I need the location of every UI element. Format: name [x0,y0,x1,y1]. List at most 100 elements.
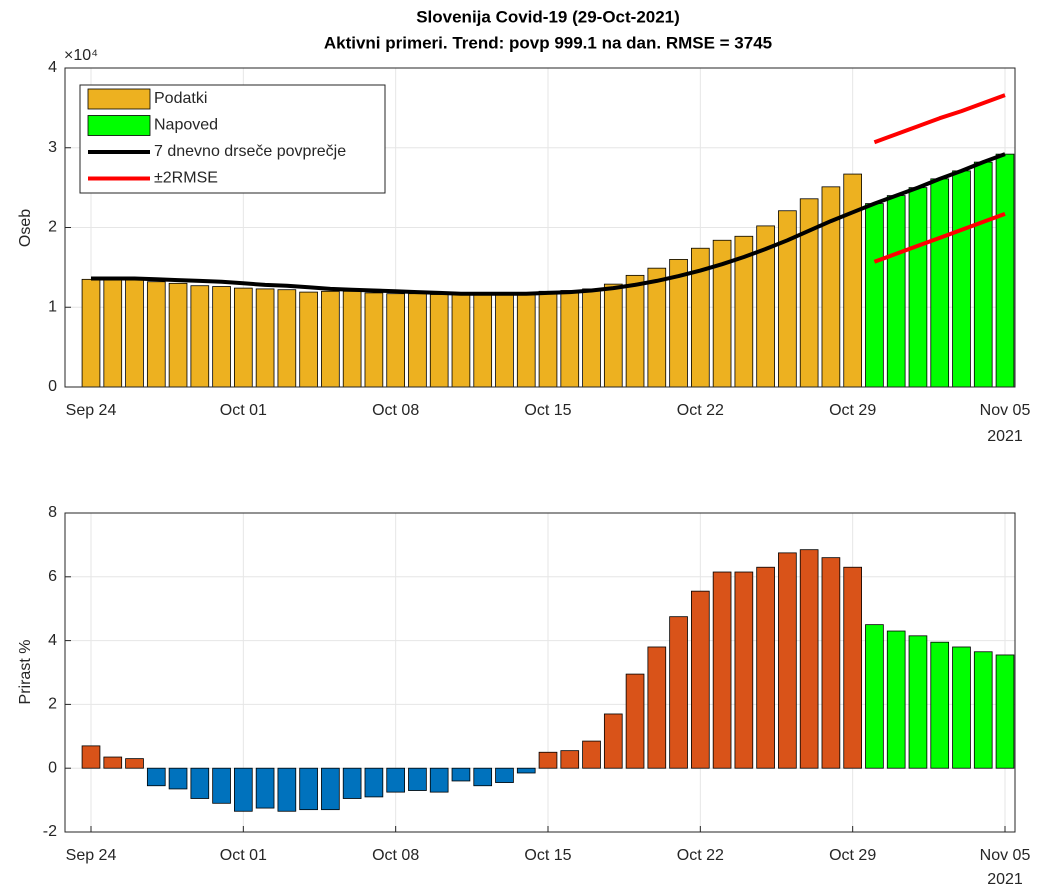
bar [299,291,318,388]
bar [886,630,906,769]
bar [81,278,101,388]
bar [168,282,188,388]
bar [691,590,710,769]
x-tick-label: Oct 15 [524,402,571,419]
bar [778,552,797,769]
legend-swatch [87,88,151,110]
axes-frame [64,512,1016,833]
bar [321,767,340,811]
bar [516,293,536,388]
bar [408,767,427,791]
line [873,212,1006,264]
bar [603,713,623,769]
bar [625,673,645,769]
y-tick-label: 2 [48,219,57,236]
bar [473,767,493,787]
y-tick-label: 4 [48,59,57,76]
bar [734,571,754,769]
bar [386,293,405,388]
bar [255,767,275,809]
bar [603,283,623,388]
bar [995,153,1015,388]
bar [342,290,362,388]
bar [908,187,928,388]
bar [930,178,950,388]
bar [364,767,384,798]
y-tick-label: -2 [43,823,57,840]
bar [995,654,1015,769]
bar [865,203,884,388]
bar [560,290,580,388]
x-tick-label: Nov 05 [980,847,1031,864]
bar [364,292,384,388]
x-tick-label: Oct 01 [220,402,267,419]
bar [495,767,514,783]
bar [799,549,819,769]
x-tick-label: Oct 22 [677,402,724,419]
bar [125,758,144,769]
x-tick-label: Oct 29 [829,402,876,419]
bar [212,767,231,804]
bar [930,641,950,769]
bar [495,294,514,388]
legend-label: Podatki [154,90,207,107]
chart-subtitle: Aktivni primeri. Trend: povp 999.1 na da… [324,33,772,52]
y-tick-label: 0 [48,378,57,395]
bar [538,290,558,388]
bar [146,767,166,787]
bar [255,288,275,388]
bar [429,294,449,388]
bar [408,293,427,388]
bar [712,571,732,769]
line [91,152,1006,296]
bar [756,566,775,769]
bar [908,635,928,769]
y-tick-label: 3 [48,139,57,156]
x-tick-label: Nov 05 [980,402,1031,419]
y-tick-label: 6 [48,568,57,585]
bar [103,278,123,388]
legend-swatch [87,115,151,136]
bar [952,646,971,769]
bar [669,616,688,769]
bar [190,767,210,799]
bar [647,267,667,388]
legend-label: ±2RMSE [154,170,218,187]
bar [952,170,971,388]
bar [625,274,645,388]
y-axis-label: Oseb [17,209,34,247]
y-tick-label: 2 [48,696,57,713]
bar [538,751,558,769]
bar [342,767,362,799]
bar [451,294,471,388]
bar [299,767,318,811]
y-exponent: ×10⁴ [64,47,98,64]
bar [973,161,993,388]
line [873,93,1006,145]
x-tick-label: Oct 08 [372,847,419,864]
bar [560,750,580,769]
bar [81,745,101,769]
bar [168,767,188,790]
bar [125,278,144,388]
x-tick-label: Oct 22 [677,847,724,864]
bar [843,566,862,769]
x-tick-label: Oct 15 [524,847,571,864]
chart-title: Slovenija Covid-19 (29-Oct-2021) [416,7,680,26]
bar [582,740,601,769]
y-tick-label: 8 [48,504,57,521]
x-year-label: 2021 [987,428,1023,445]
bar [865,624,884,769]
bar [103,756,123,769]
x-tick-label: Oct 29 [829,847,876,864]
legend-label: Napoved [154,117,218,134]
axes-frame [64,67,1016,388]
bar [516,767,536,774]
bar [234,767,253,812]
bar [473,294,493,388]
bar [277,289,297,388]
legend-label: 7 dnevno drseče povprečje [154,143,346,160]
bar [886,195,906,388]
